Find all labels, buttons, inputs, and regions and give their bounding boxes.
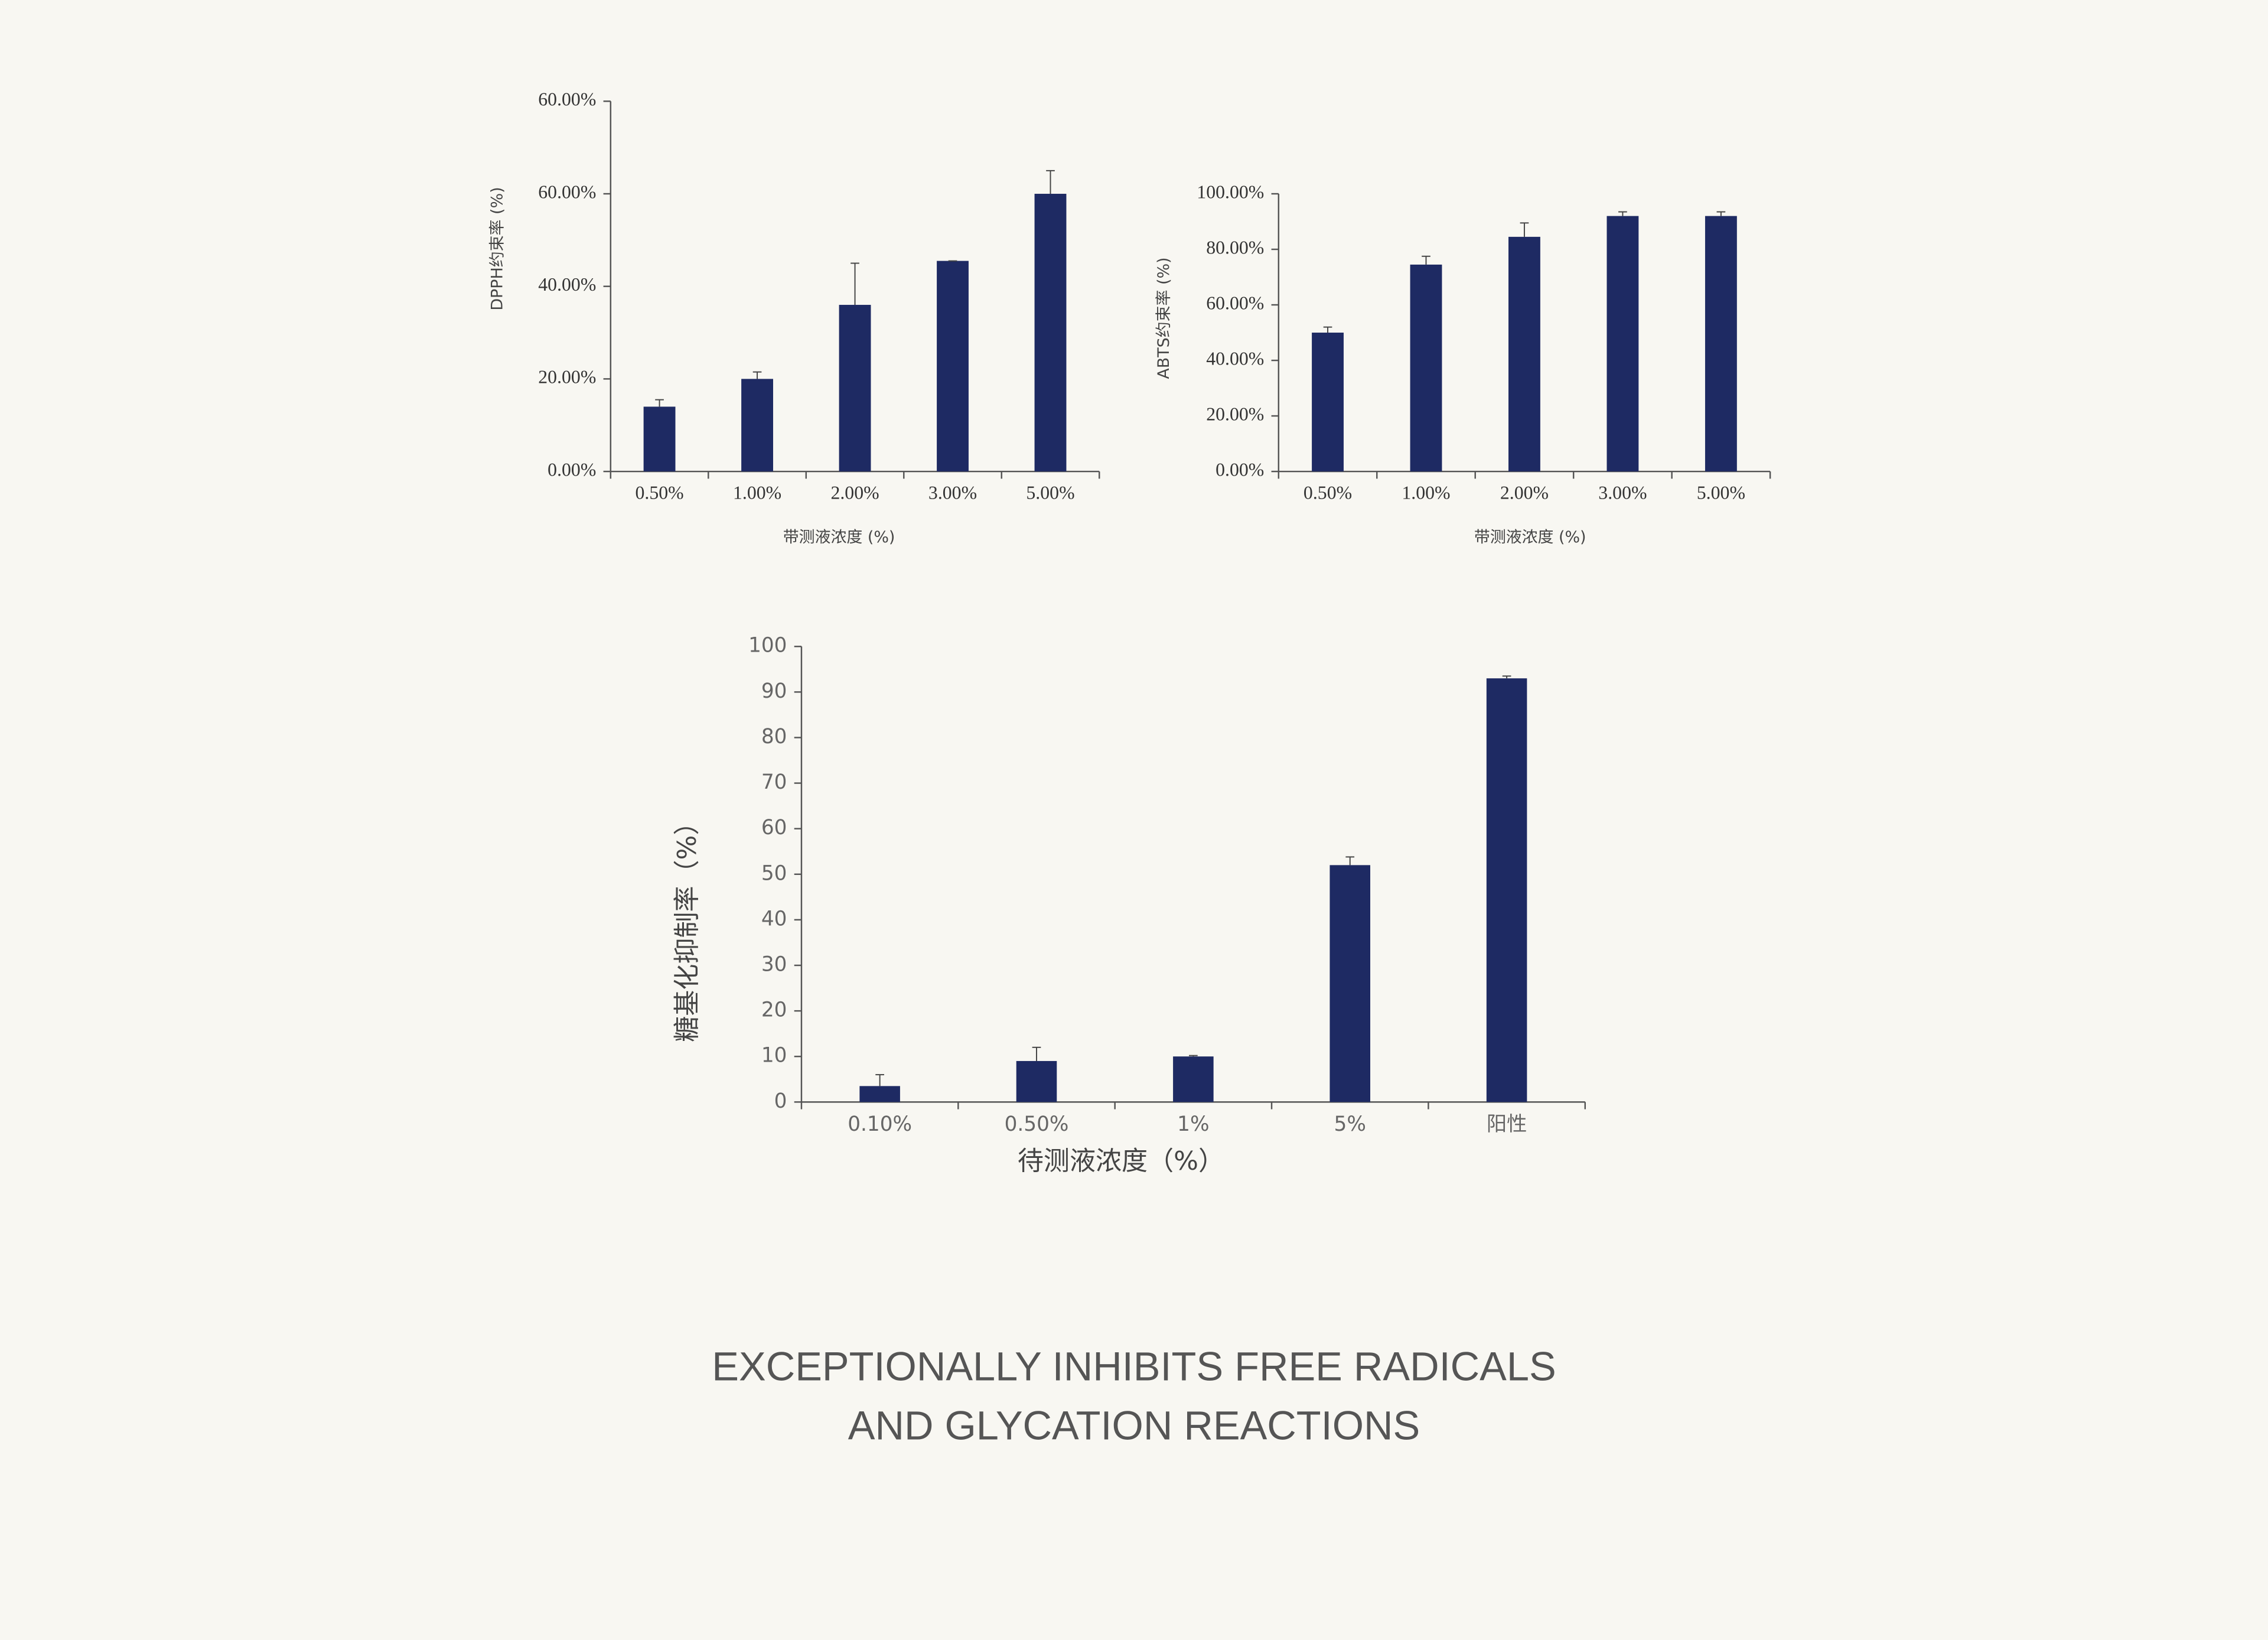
bar [1705,216,1737,472]
bar [1508,236,1540,472]
x-tick-label: 1.00% [733,483,781,503]
x-tick-label: 2.00% [830,483,879,503]
bar [1016,1060,1057,1102]
y-tick-label: 0.00% [1216,459,1264,480]
y-axis-title: DPPH约束率 (%) [488,187,506,310]
y-tick-label: 10 [761,1044,787,1068]
x-tick-label: 0.50% [635,483,683,503]
bar [1486,678,1527,1102]
y-tick-label: 50 [761,861,787,885]
x-tick-label: 0.50% [1005,1112,1069,1136]
y-tick-label: 20.00% [1206,404,1264,424]
bar [937,261,969,472]
x-tick-label: 0.50% [1304,483,1352,503]
caption-line: EXCEPTIONALLY INHIBITS FREE RADICALS [712,1343,1556,1389]
x-axis-title: 带测液浓度 (%) [1474,528,1586,546]
x-tick-label: 阳性 [1487,1112,1527,1136]
y-tick-label: 40.00% [538,274,596,295]
x-axis-title: 待测液浓度（%） [1018,1146,1224,1176]
bar [1173,1056,1214,1102]
y-tick-label: 60 [761,816,787,839]
y-tick-label: 40.00% [1206,348,1264,369]
x-tick-label: 5.00% [1697,483,1745,503]
y-tick-label: 100.00% [1197,181,1264,202]
caption-line: AND GLYCATION REACTIONS [848,1403,1420,1449]
x-tick-label: 1% [1177,1112,1209,1136]
y-axis-title: 糖基化抑制率（%） [672,809,702,1042]
y-tick-label: 70 [761,770,787,794]
bar [1034,194,1067,472]
y-tick-label: 20.00% [538,367,596,388]
x-tick-label: 3.00% [1598,483,1647,503]
y-tick-label: 20 [761,998,787,1022]
x-axis-title: 带测液浓度 (%) [783,528,895,546]
y-tick-label: 80 [761,725,787,749]
y-tick-label: 60.00% [1206,292,1264,313]
y-tick-label: 100 [748,634,787,658]
bar [1312,333,1344,472]
x-tick-label: 5% [1334,1112,1366,1136]
y-tick-label: 80.00% [1206,237,1264,258]
x-tick-label: 2.00% [1500,483,1549,503]
bar [839,305,871,472]
bar [859,1086,900,1102]
y-tick-label: 0.00% [548,459,596,480]
bar [741,379,773,472]
x-tick-label: 3.00% [928,483,977,503]
y-tick-label: 30 [761,953,787,977]
bar [1329,865,1370,1102]
bar [1606,216,1639,472]
bar [1410,264,1442,472]
y-tick-label: 90 [761,679,787,703]
x-tick-label: 0.10% [848,1112,912,1136]
x-tick-label: 5.00% [1026,483,1074,503]
x-tick-label: 1.00% [1402,483,1450,503]
y-tick-label: 60.00% [538,181,596,202]
y-tick-label: 0 [774,1089,787,1113]
y-axis-title: ABTS约束率 (%) [1155,257,1173,379]
y-tick-label: 40 [761,907,787,930]
bar [643,406,676,472]
y-tick-label: 60.00% [538,89,596,110]
